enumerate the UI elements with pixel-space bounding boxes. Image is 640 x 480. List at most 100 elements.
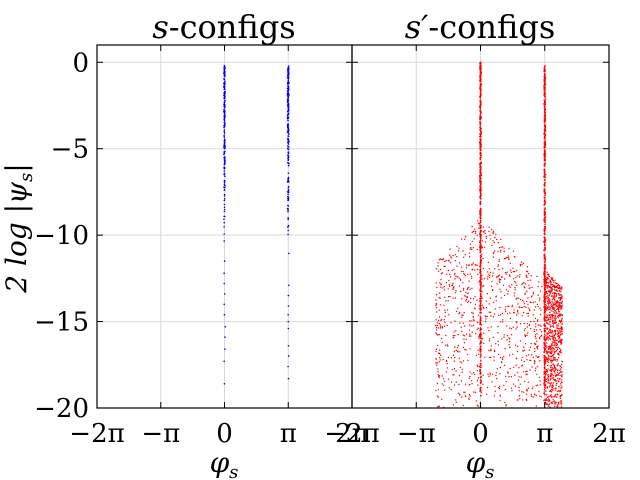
scatter-point xyxy=(519,383,521,385)
scatter-point xyxy=(482,374,484,376)
scatter-point xyxy=(546,307,549,310)
scatter-point xyxy=(546,346,548,349)
scatter-point xyxy=(519,264,522,266)
scatter-point xyxy=(505,306,507,308)
scatter-point xyxy=(462,270,464,273)
scatter-point xyxy=(547,345,550,348)
scatter-point xyxy=(490,349,492,352)
scatter-point xyxy=(543,141,545,144)
scatter-point xyxy=(480,284,482,287)
scatter-point xyxy=(559,347,561,350)
scatter-point xyxy=(455,349,457,352)
scatter-point xyxy=(544,247,546,250)
scatter-point xyxy=(544,324,546,327)
scatter-point xyxy=(286,92,289,95)
scatter-point xyxy=(287,204,289,207)
scatter-point xyxy=(544,89,546,92)
scatter-point xyxy=(439,357,441,359)
scatter-point xyxy=(470,297,472,300)
scatter-point xyxy=(531,366,533,368)
panel-title-right: s′-configs xyxy=(405,8,556,46)
scatter-point xyxy=(223,153,225,156)
scatter-point xyxy=(560,352,562,354)
scatter-point xyxy=(544,249,546,251)
scatter-point xyxy=(544,210,546,213)
scatter-point xyxy=(223,110,225,113)
scatter-point xyxy=(559,369,561,372)
scatter-point xyxy=(549,360,552,362)
scatter-point xyxy=(500,238,502,241)
scatter-point xyxy=(549,395,551,397)
scatter-point xyxy=(544,146,547,148)
scatter-point xyxy=(477,327,480,329)
scatter-point xyxy=(492,240,494,242)
scatter-point xyxy=(479,379,482,381)
scatter-point xyxy=(550,284,552,286)
scatter-point xyxy=(287,88,290,91)
scatter-point xyxy=(531,395,533,397)
scatter-point xyxy=(286,147,289,150)
scatter-point xyxy=(287,176,290,179)
scatter-point xyxy=(484,229,486,232)
scatter-point xyxy=(543,301,545,303)
x-tick-label: 2π xyxy=(592,419,626,449)
scatter-point xyxy=(495,377,498,380)
scatter-point xyxy=(450,388,452,391)
scatter-point xyxy=(472,298,475,300)
scatter-point xyxy=(543,212,546,214)
scatter-point xyxy=(471,373,473,375)
scatter-point xyxy=(554,322,557,324)
scatter-point xyxy=(547,306,549,308)
x-tick-label: −π xyxy=(141,419,180,449)
scatter-point xyxy=(551,367,553,369)
scatter-point xyxy=(489,338,491,340)
scatter-point xyxy=(479,71,482,73)
scatter-point xyxy=(469,348,471,350)
scatter-point xyxy=(480,83,483,86)
scatter-point xyxy=(533,359,536,362)
scatter-point xyxy=(543,268,546,270)
scatter-point xyxy=(483,332,485,334)
scatter-point xyxy=(496,238,498,241)
scatter-point xyxy=(457,307,459,309)
scatter-point xyxy=(473,228,476,230)
scatter-point xyxy=(479,306,482,309)
scatter-point xyxy=(556,327,558,329)
scatter-point xyxy=(449,276,452,278)
scatter-point xyxy=(479,80,482,82)
scatter-point xyxy=(454,346,456,348)
scatter-point xyxy=(518,395,521,397)
scatter-point xyxy=(453,368,456,370)
scatter-point xyxy=(549,311,551,314)
scatter-point xyxy=(552,384,554,386)
scatter-point xyxy=(559,351,561,353)
scatter-point xyxy=(520,298,522,301)
scatter-point xyxy=(531,387,533,390)
scatter-point xyxy=(470,335,472,337)
scatter-point xyxy=(544,387,546,389)
scatter-point xyxy=(550,358,552,360)
scatter-point xyxy=(450,322,452,324)
scatter-point xyxy=(559,287,561,289)
scatter-point xyxy=(531,286,533,289)
scatter-point xyxy=(223,159,226,162)
scatter-point xyxy=(547,374,549,376)
scatter-point xyxy=(518,276,521,278)
scatter-point xyxy=(524,293,526,296)
scatter-point xyxy=(479,247,482,250)
scatter-point xyxy=(479,381,482,384)
scatter-point xyxy=(287,225,290,227)
scatter-point xyxy=(471,311,473,314)
scatter-point xyxy=(465,267,468,269)
scatter-point xyxy=(554,375,557,377)
scatter-point xyxy=(543,155,546,157)
scatter-point xyxy=(547,361,549,364)
scatter-point xyxy=(455,401,457,403)
scatter-point xyxy=(223,86,225,88)
scatter-point xyxy=(530,393,532,396)
scatter-point xyxy=(287,135,290,137)
scatter-point xyxy=(532,314,534,316)
scatter-point xyxy=(488,375,490,378)
scatter-point xyxy=(479,149,482,151)
scatter-point xyxy=(454,297,457,299)
